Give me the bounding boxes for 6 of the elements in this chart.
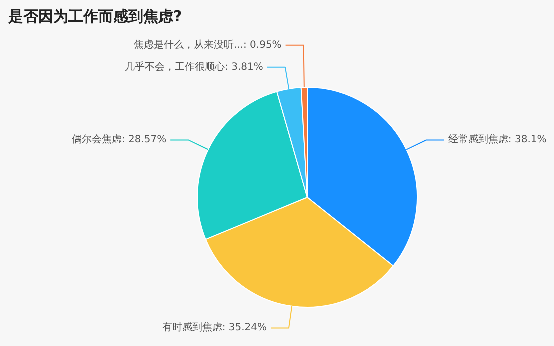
slice-label: 有时感到焦虑: 35.24% <box>162 322 268 334</box>
slice-label: 几乎不会，工作很顺心: 3.81% <box>125 60 264 73</box>
slice-label: 经常感到焦虑: 38.1% <box>448 134 547 146</box>
slice-label: 焦虑是什么，从来没听...: 0.95% <box>134 38 282 51</box>
slice-label: 偶尔会焦虑: 28.57% <box>72 134 167 146</box>
chart-title: 是否因为工作而感到焦虑? <box>8 8 182 26</box>
